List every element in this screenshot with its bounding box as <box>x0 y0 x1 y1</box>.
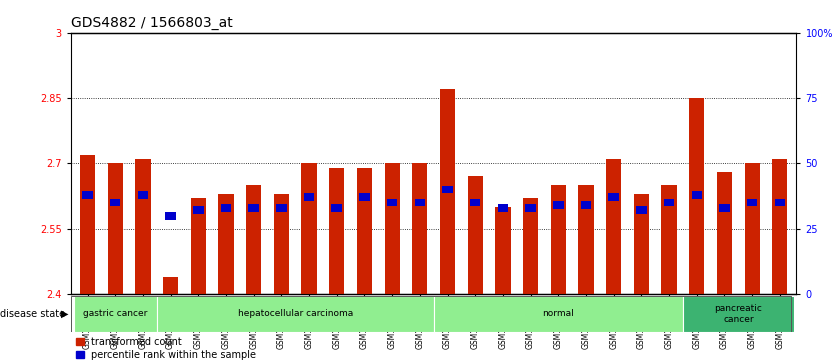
Text: hepatocellular carcinoma: hepatocellular carcinoma <box>238 310 353 318</box>
Bar <box>636 207 646 214</box>
Bar <box>138 191 148 199</box>
Bar <box>221 204 231 212</box>
Bar <box>304 193 314 201</box>
Bar <box>246 185 261 294</box>
Bar <box>219 194 234 294</box>
Text: gastric cancer: gastric cancer <box>83 310 148 318</box>
Text: pancreatic
cancer: pancreatic cancer <box>715 304 762 324</box>
Bar <box>276 204 287 212</box>
Bar <box>414 199 425 207</box>
Bar <box>442 185 453 193</box>
Bar <box>108 163 123 294</box>
Bar <box>772 159 787 294</box>
Bar <box>691 191 702 199</box>
Bar <box>412 163 428 294</box>
Bar <box>525 204 536 212</box>
Text: normal: normal <box>542 310 574 318</box>
Bar <box>440 89 455 294</box>
Bar <box>165 212 176 220</box>
Text: GDS4882 / 1566803_at: GDS4882 / 1566803_at <box>71 16 233 30</box>
Bar <box>80 155 95 294</box>
Bar <box>553 201 564 209</box>
Bar <box>359 193 369 201</box>
Bar <box>135 159 150 294</box>
Bar <box>384 163 399 294</box>
Bar <box>470 199 480 207</box>
Bar <box>329 168 344 294</box>
Bar <box>719 204 730 212</box>
Bar <box>110 199 120 207</box>
Text: disease state: disease state <box>0 309 65 319</box>
Bar <box>73 296 157 332</box>
Bar <box>775 199 785 207</box>
Bar <box>683 296 794 332</box>
Bar <box>193 207 203 214</box>
Bar <box>434 296 683 332</box>
Bar <box>468 176 483 294</box>
Bar <box>634 194 649 294</box>
Bar <box>580 201 591 209</box>
Bar <box>331 204 342 212</box>
Bar <box>357 168 372 294</box>
Bar <box>550 185 566 294</box>
Bar <box>83 191 93 199</box>
Bar <box>664 199 675 207</box>
Bar <box>747 199 757 207</box>
Bar <box>274 194 289 294</box>
Bar <box>301 163 317 294</box>
Bar <box>498 204 508 212</box>
Bar <box>157 296 434 332</box>
Bar <box>717 172 732 294</box>
Bar <box>579 185 594 294</box>
Bar <box>523 198 538 294</box>
Bar <box>163 277 178 294</box>
Bar <box>661 185 676 294</box>
Bar <box>606 159 621 294</box>
Legend: transformed count, percentile rank within the sample: transformed count, percentile rank withi… <box>76 337 256 360</box>
Bar <box>191 198 206 294</box>
Bar <box>689 98 705 294</box>
Bar <box>249 204 259 212</box>
Bar <box>609 193 619 201</box>
Text: ▶: ▶ <box>61 309 68 319</box>
Bar <box>495 207 510 294</box>
Bar <box>387 199 397 207</box>
Bar <box>745 163 760 294</box>
